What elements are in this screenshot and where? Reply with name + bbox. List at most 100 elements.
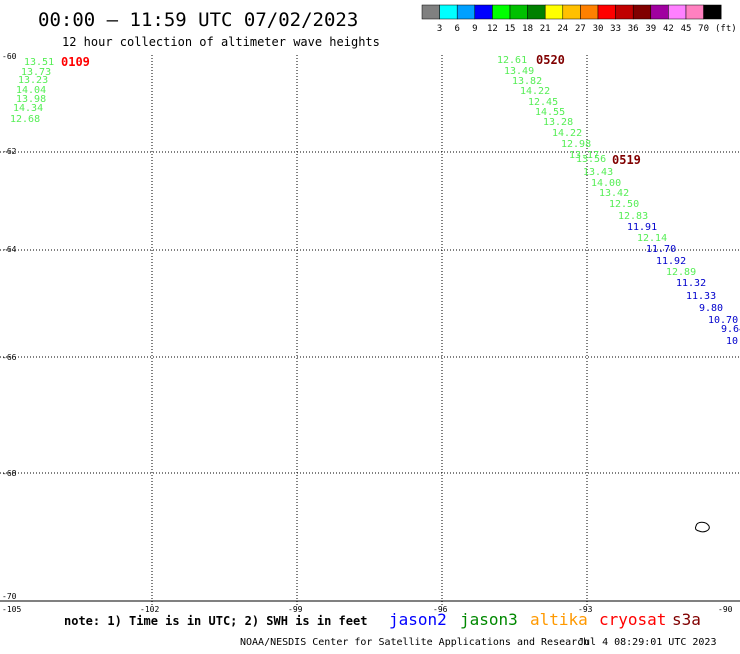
scale-swatch <box>597 4 616 20</box>
wave-height-label: 12.98 <box>561 139 591 150</box>
scale-swatch <box>456 4 476 20</box>
footer-credit: NOAA/NESDIS Center for Satellite Applica… <box>240 637 589 648</box>
wave-height-label: 13.98 <box>16 94 46 105</box>
scale-label: 9 <box>472 24 477 34</box>
scale-swatch <box>474 4 493 20</box>
wave-height-label: 13.51 <box>24 57 54 68</box>
lat-label: -66 <box>2 353 17 362</box>
scale-label: 15 <box>505 24 516 34</box>
wave-height-label: 14.04 <box>16 85 46 96</box>
scale-label: 45 <box>681 24 692 34</box>
scale-swatch <box>562 4 581 20</box>
scale-label: 12 <box>487 24 498 34</box>
scale-label: 39 <box>645 24 656 34</box>
scale-swatch <box>615 4 634 20</box>
wave-height-label: 11.32 <box>676 278 706 289</box>
wave-height-label: 9.80 <box>699 303 723 314</box>
wave-height-label: 12.61 <box>497 55 527 66</box>
wave-height-label: 12.45 <box>528 97 558 108</box>
scale-label: 33 <box>610 24 621 34</box>
scale-label: 21 <box>540 24 551 34</box>
wave-height-label: 12.68 <box>10 114 40 125</box>
scale-label: 24 <box>557 24 568 34</box>
scale-swatch <box>685 4 704 20</box>
wave-height-label: 13.23 <box>18 75 48 86</box>
scale-label: 70 <box>698 24 709 34</box>
wave-height-label: 13.56 <box>576 154 606 165</box>
wave-height-label: 13.28 <box>543 117 573 128</box>
scale-swatch <box>439 4 458 20</box>
scale-swatch <box>527 4 546 20</box>
scale-swatch <box>668 4 687 20</box>
orbit-label: 0109 <box>61 55 90 69</box>
legend-altika: altika <box>530 610 588 629</box>
wave-height-label: 12.83 <box>618 211 648 222</box>
wave-height-label: 13.73 <box>21 67 51 78</box>
scale-swatch <box>492 4 511 20</box>
lat-label: -62 <box>2 147 17 156</box>
footer-timestamp: Jul 4 08:29:01 UTC 2023 <box>578 637 716 648</box>
scale-label: 42 <box>663 24 674 34</box>
wave-height-label: 11.70 <box>646 244 676 255</box>
orbit-label: 0519 <box>612 153 641 167</box>
island-outline <box>694 521 710 533</box>
wave-height-label: 9.64 <box>721 324 740 335</box>
lon-label: -99 <box>288 605 303 614</box>
lat-label: -60 <box>2 52 17 61</box>
wave-height-label: 10 <box>726 336 738 347</box>
scale-label: 27 <box>575 24 586 34</box>
orbit-label: 0520 <box>536 53 565 67</box>
lon-label: -90 <box>718 605 733 614</box>
scale-swatch <box>632 4 652 20</box>
wave-height-label: 12.50 <box>609 199 639 210</box>
wave-height-label: 14.55 <box>535 107 565 118</box>
map-subtitle: 12 hour collection of altimeter wave hei… <box>62 35 380 49</box>
scale-swatch <box>421 4 440 20</box>
scale-label: 3 <box>437 24 442 34</box>
wave-height-label: 12.14 <box>637 233 667 244</box>
scale-label: 18 <box>522 24 533 34</box>
scale-swatch <box>509 4 528 20</box>
wave-height-label: 13.42 <box>599 188 629 199</box>
scale-label: 30 <box>593 24 604 34</box>
wave-height-label: 14.22 <box>520 86 550 97</box>
scale-label: 36 <box>628 24 639 34</box>
wave-height-label: 10.70 <box>708 315 738 326</box>
scale-swatch <box>580 4 599 20</box>
wave-height-label: 13.17 <box>569 150 599 161</box>
lon-label: -93 <box>578 605 593 614</box>
legend-jason2: jason2 <box>389 610 447 629</box>
scale-swatch <box>650 4 669 20</box>
wave-height-label: 14.00 <box>591 178 621 189</box>
legend-jason3: jason3 <box>460 610 518 629</box>
legend-s3a: s3a <box>672 610 701 629</box>
scale-swatch <box>703 4 722 20</box>
legend-cryosat: cryosat <box>599 610 666 629</box>
wave-height-label: 11.33 <box>686 291 716 302</box>
lon-label: -96 <box>433 605 448 614</box>
lat-label: -68 <box>2 469 17 478</box>
wave-height-label: 14.34 <box>13 103 43 114</box>
scale-unit-label: (ft) <box>715 24 737 34</box>
wave-height-label: 13.49 <box>504 66 534 77</box>
wave-height-label: 12.89 <box>666 267 696 278</box>
lon-label: -102 <box>140 605 159 614</box>
map-grid <box>0 55 740 605</box>
lat-label: -64 <box>2 245 17 254</box>
wave-height-label: 11.92 <box>656 256 686 267</box>
map-title: 00:00 – 11:59 UTC 07/02/2023 <box>38 9 358 31</box>
satellite-legend: jason2 jason3 altika cryosat s3a <box>389 610 701 629</box>
wave-height-label: 13.43 <box>583 167 613 178</box>
wave-track-east: 12.6113.4913.8214.2212.4514.5513.2814.22… <box>497 55 740 347</box>
wave-height-label: 11.91 <box>627 222 657 233</box>
color-scale-legend: 3 6 9 12 15 18 21 24 27 30 33 36 39 42 45 70 <box>421 4 722 34</box>
scale-label: 6 <box>454 24 459 34</box>
lon-label: -105 <box>2 605 21 614</box>
lat-label: -70 <box>2 592 17 601</box>
wave-height-label: 13.82 <box>512 76 542 87</box>
scale-swatch <box>544 4 564 20</box>
footer-note: note: 1) Time is in UTC; 2) SWH is in fe… <box>64 614 367 628</box>
wave-height-label: 14.22 <box>552 128 582 139</box>
